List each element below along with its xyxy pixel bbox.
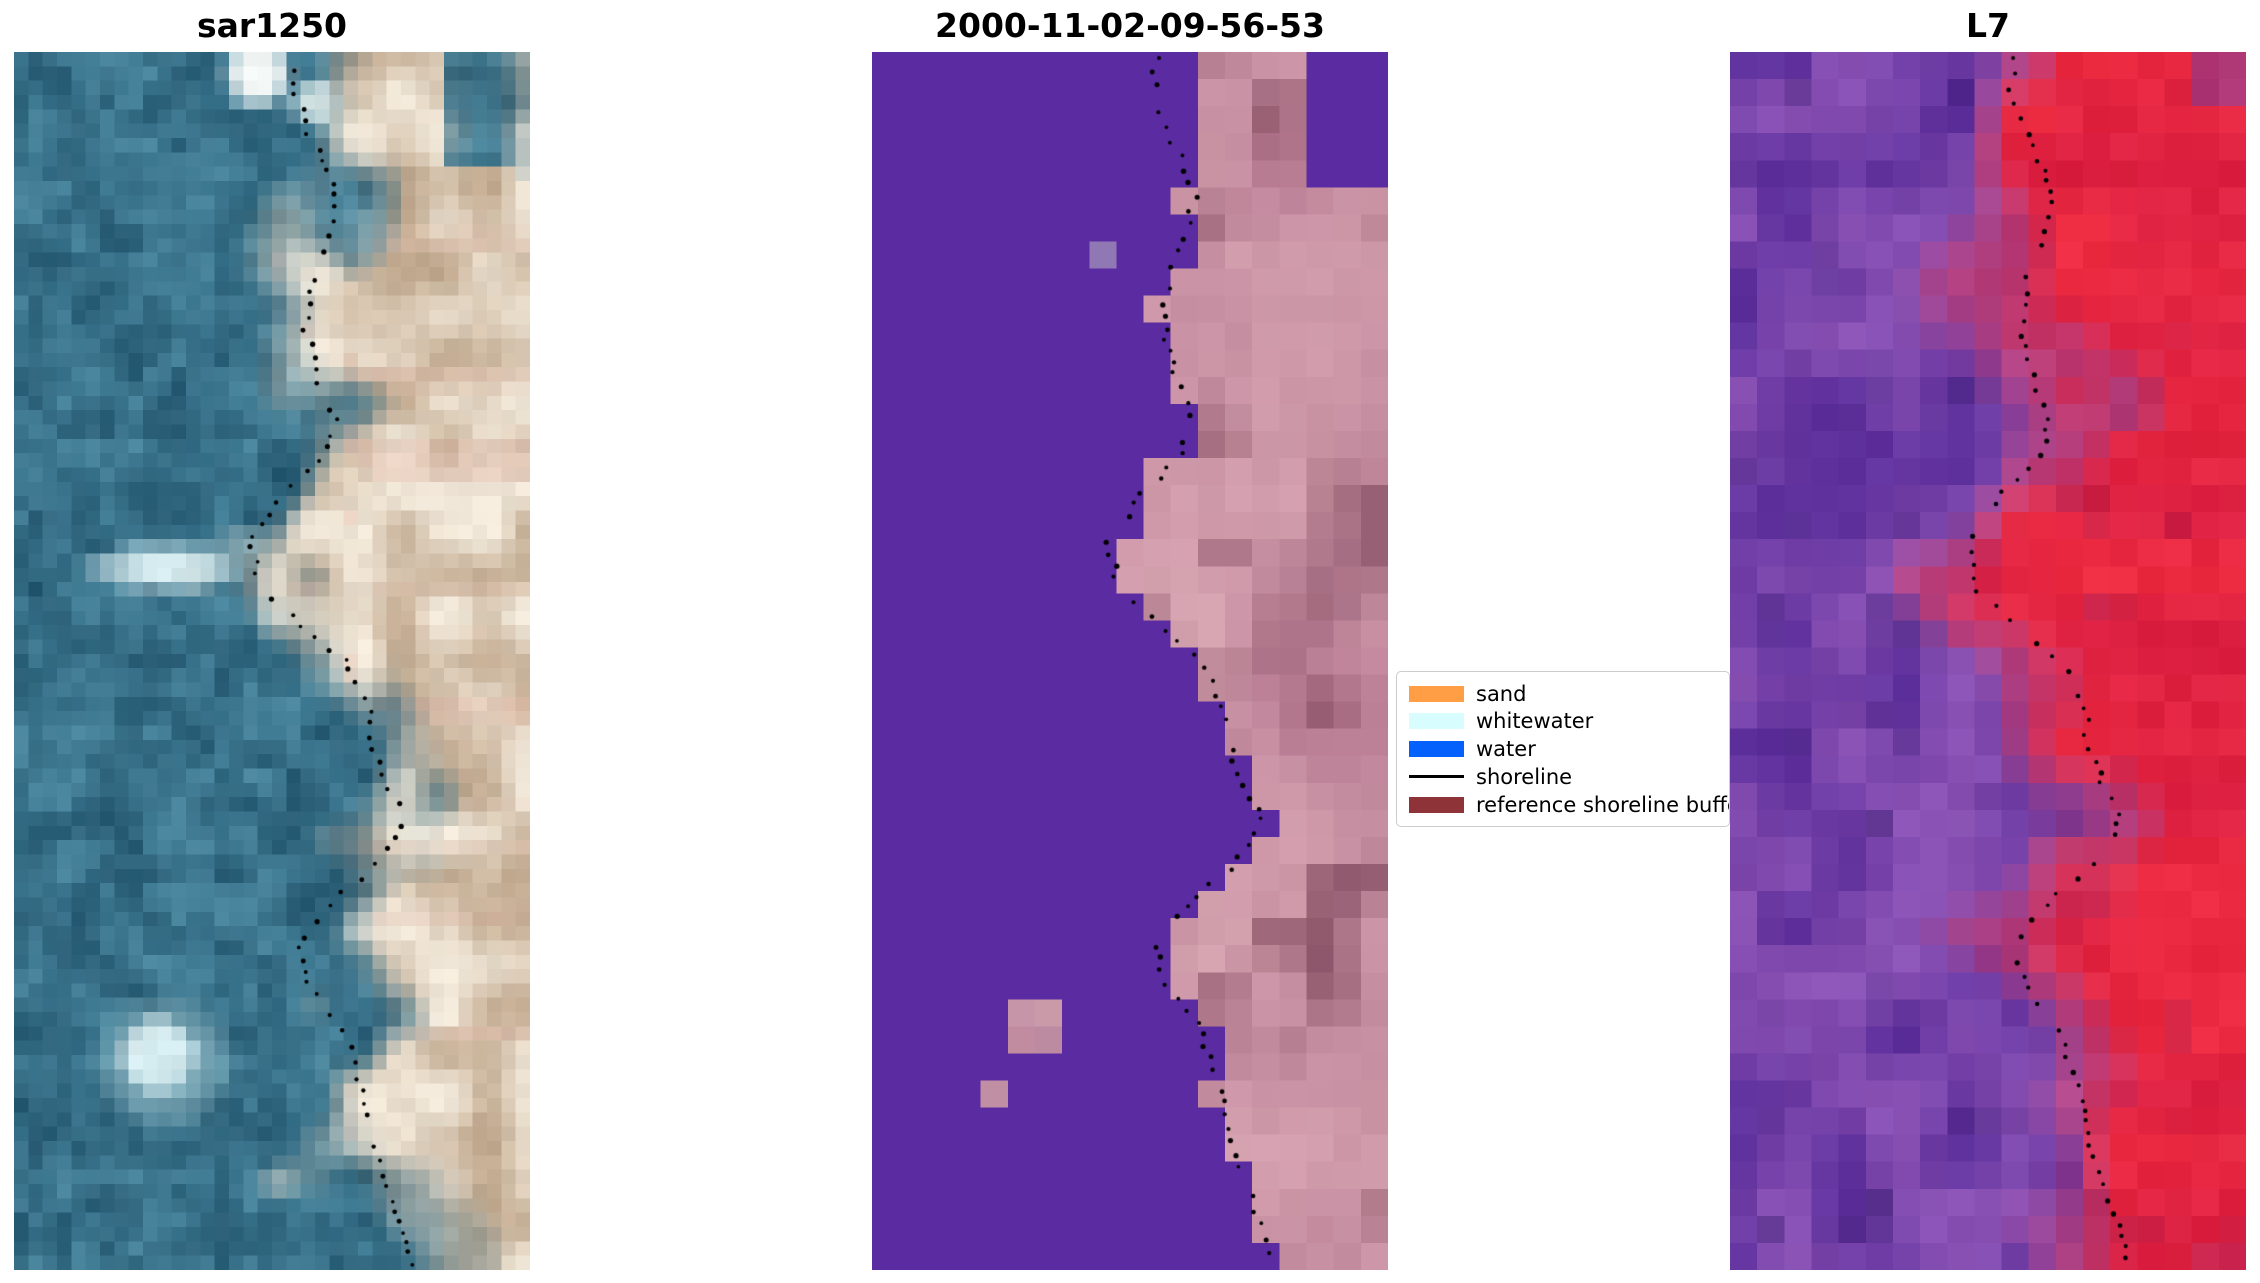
legend-item-water: water (1409, 737, 1729, 762)
water-swatch (1409, 741, 1464, 757)
legend-item-reference-buffer: reference shoreline buffer (1409, 792, 1729, 817)
shoreline-dots-overlay (1730, 52, 2246, 1270)
shoreline-dots-overlay (872, 52, 1388, 1270)
legend-item-shoreline: shoreline (1409, 764, 1729, 789)
panel-title-classified: 2000-11-02-09-56-53 (935, 6, 1325, 45)
legend-label-water: water (1476, 737, 1536, 761)
shoreline-dots-overlay (14, 52, 530, 1270)
panel-sar1250: sar1250 (14, 6, 530, 1270)
legend-label-whitewater: whitewater (1476, 709, 1594, 734)
legend-label-shoreline: shoreline (1476, 764, 1573, 789)
shoreline-line-swatch (1409, 775, 1464, 779)
panel-l7: L7 (1730, 6, 2246, 1270)
legend-label-sand: sand (1476, 681, 1527, 706)
sand-swatch (1409, 685, 1464, 702)
legend-label-reference-buffer: reference shoreline buffer (1476, 792, 1729, 817)
legend-item-sand: sand (1409, 681, 1729, 706)
reference-buffer-swatch (1409, 796, 1464, 813)
panel-title-sar1250: sar1250 (196, 6, 348, 45)
panel-classified-image: 2000-11-02-09-56-53 (872, 6, 1388, 1270)
legend-item-whitewater: whitewater (1409, 709, 1729, 734)
panel-title-l7: L7 (1966, 6, 2010, 45)
whitewater-swatch (1409, 713, 1464, 730)
legend: sand whitewater water shoreline referenc… (1396, 671, 1730, 827)
